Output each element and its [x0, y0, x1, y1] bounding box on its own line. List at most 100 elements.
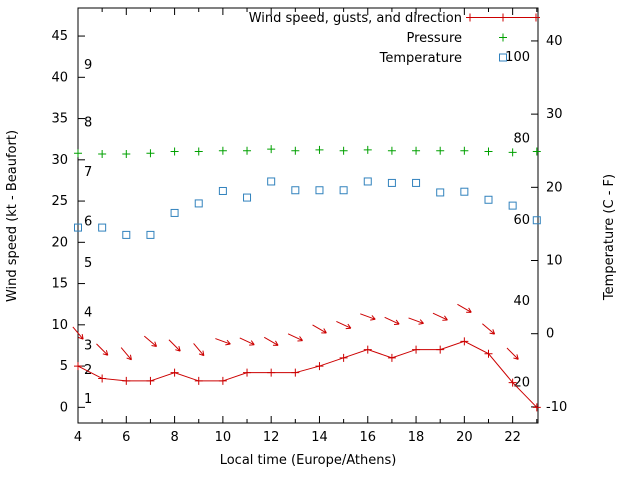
wind-direction-arrow	[482, 323, 496, 335]
plus-marker	[339, 146, 348, 155]
x-axis-ticks	[77, 8, 538, 423]
beaufort-label: 6	[84, 215, 92, 230]
plus-marker	[508, 378, 517, 387]
x-tick-label: 6	[122, 430, 130, 445]
square-marker	[532, 216, 541, 225]
y-left-tick-label: 10	[51, 318, 68, 333]
square-marker	[412, 178, 421, 187]
fahrenheit-scale-labels: 20 40 60 80 100	[505, 50, 530, 390]
square-marker	[387, 178, 396, 187]
x-axis-title: Local time (Europe/Athens)	[220, 453, 397, 468]
wind-direction-arrow	[168, 339, 181, 352]
plus-marker	[412, 345, 421, 354]
wind-direction-arrow	[120, 347, 132, 361]
plus-marker	[387, 146, 396, 155]
wind-direction-arrow	[432, 312, 448, 321]
plus-marker	[218, 146, 227, 155]
x-tick-label: 10	[215, 430, 232, 445]
plus-marker	[74, 362, 82, 371]
beaufort-label: 9	[84, 58, 92, 73]
square-marker	[315, 186, 324, 195]
square-marker	[218, 186, 227, 195]
plus-marker	[484, 147, 493, 156]
y-right-tick-label: 30	[546, 107, 563, 122]
y-right-tick-label: 40	[546, 34, 563, 49]
plus-marker	[122, 150, 131, 159]
plus-marker	[412, 146, 421, 155]
plus-marker	[460, 337, 469, 346]
fahrenheit-label: 20	[513, 376, 530, 391]
square-marker	[508, 201, 517, 210]
y-right-tick-label: 0	[546, 327, 554, 342]
square-marker	[194, 199, 203, 208]
y-axis-left-title: Wind speed (kt - Beaufort)	[5, 130, 20, 302]
x-tick-label: 16	[359, 430, 376, 445]
y-left-tick-label: 5	[60, 359, 68, 374]
x-tick-label: 8	[170, 430, 178, 445]
y-left-tick-label: 35	[51, 112, 68, 127]
x-tick-label: 22	[504, 430, 521, 445]
series-wind_speed_kt	[74, 337, 541, 412]
x-tick-label: 12	[263, 430, 280, 445]
square-marker	[460, 187, 469, 196]
beaufort-label: 1	[84, 392, 92, 407]
wind-direction-arrow	[72, 326, 84, 340]
square-marker	[74, 223, 82, 232]
x-tick-label: 18	[408, 430, 425, 445]
x-tick-label: 14	[311, 430, 328, 445]
plus-marker	[218, 376, 227, 385]
square-marker	[170, 208, 179, 217]
wind-direction-arrow	[336, 320, 352, 330]
plus-marker	[532, 403, 541, 412]
wind-direction-arrow	[143, 335, 158, 347]
wind-direction-arrow	[215, 338, 231, 346]
plus-marker	[243, 146, 252, 155]
y-left-tick-label: 45	[51, 29, 68, 44]
wind-direction-arrow	[506, 347, 519, 360]
plot-area: 4 6 8 10 12 14 16 18 20 22051015202530354045-1001…	[51, 7, 567, 445]
plus-marker	[499, 13, 507, 22]
plus-marker	[532, 13, 540, 22]
plus-marker	[74, 149, 82, 158]
y-left-tick-label: 30	[51, 153, 68, 168]
plot-border	[77, 7, 539, 424]
plus-marker	[387, 353, 396, 362]
y-axis-right-title: Temperature (C - F)	[602, 174, 617, 301]
plus-marker	[267, 145, 276, 154]
plus-marker	[484, 349, 493, 358]
beaufort-label: 2	[84, 363, 92, 378]
beaufort-scale-labels: 1 2 3 4 5 6 7 8 9	[84, 58, 92, 407]
plus-marker	[508, 148, 517, 157]
wind-direction-arrow	[96, 343, 109, 356]
square-marker	[243, 193, 252, 202]
plus-marker	[194, 376, 203, 385]
y-left-tick-label: 0	[60, 400, 68, 415]
wind-direction-arrow	[287, 333, 303, 342]
legend-label-temperature: Temperature	[379, 51, 462, 66]
series-pressure_plotted_on_left_axis	[74, 145, 541, 159]
wind-speed-line	[77, 340, 538, 408]
square-marker	[363, 177, 372, 186]
plus-marker	[146, 376, 155, 385]
beaufort-label: 8	[84, 116, 92, 131]
square-marker	[122, 230, 131, 239]
plus-marker	[499, 33, 507, 42]
y-left-tick-label: 40	[51, 70, 68, 85]
plus-marker	[315, 362, 324, 371]
wind-direction-arrow	[239, 337, 255, 346]
plus-marker	[170, 368, 179, 377]
wind-direction-arrow	[360, 313, 376, 321]
square-marker	[267, 177, 276, 186]
plus-marker	[146, 149, 155, 158]
legend-label-pressure: Pressure	[406, 31, 462, 46]
square-marker	[484, 195, 493, 204]
plus-marker	[466, 13, 474, 22]
wind-direction-arrow	[384, 316, 400, 325]
wind-direction-arrow	[263, 336, 279, 346]
fahrenheit-label: 40	[513, 294, 530, 309]
series-temperature_c	[74, 177, 541, 239]
fahrenheit-label: 80	[513, 132, 530, 147]
legend: Wind speed, gusts, and direction Pressur…	[249, 11, 540, 66]
